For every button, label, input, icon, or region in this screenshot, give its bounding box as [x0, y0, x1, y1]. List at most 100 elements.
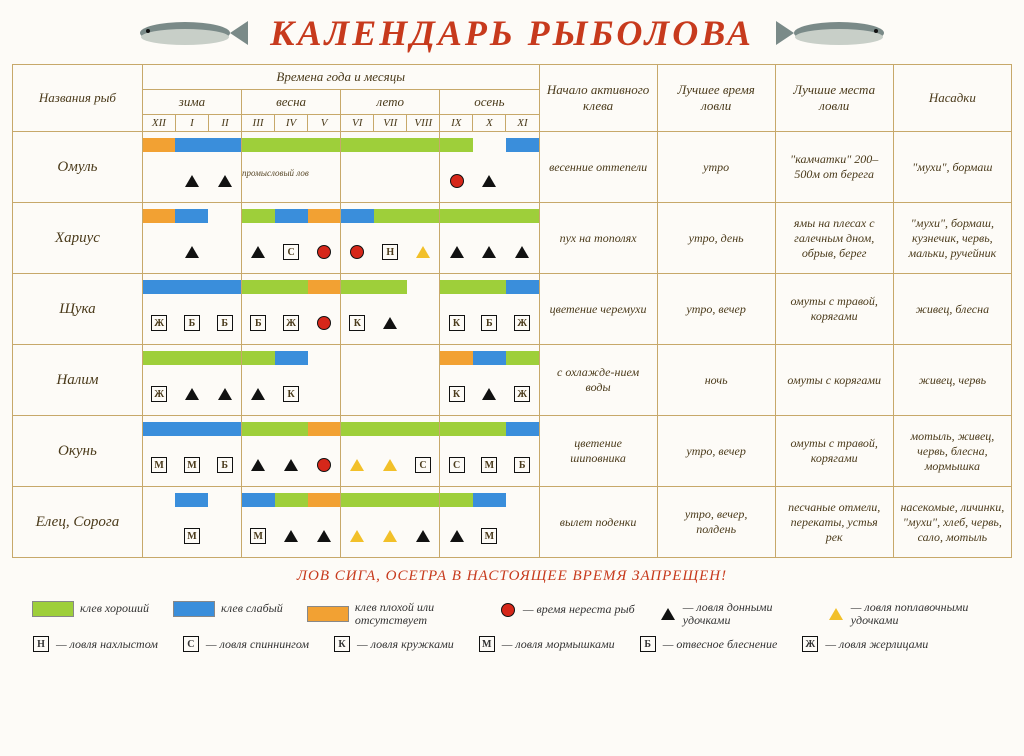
legend-label: — ловля кружками: [357, 638, 454, 651]
month-cell: [407, 203, 440, 274]
season-spring: весна: [242, 90, 341, 115]
month-cell: [175, 203, 208, 274]
activity-bar: [374, 209, 407, 223]
month-cell: Б: [208, 416, 241, 487]
swatch-icon: [307, 606, 349, 622]
legend-swatch: клев хороший: [32, 601, 149, 617]
month-cell: [208, 203, 241, 274]
fish-row: ЩукаЖБББЖККБЖцветение черемухиутро, вече…: [13, 274, 1012, 345]
fishing-calendar-table: Названия рыбВремена года и месяцыНачало …: [12, 64, 1012, 558]
month-cell: Б: [208, 274, 241, 345]
month-cell: [407, 487, 440, 558]
month-cell: Ж: [142, 345, 175, 416]
fish-name: Щука: [13, 274, 143, 345]
month-cell: [308, 274, 341, 345]
activity-bar: [175, 493, 208, 507]
month-X: X: [473, 115, 506, 132]
letter-box-Б: Б: [183, 314, 201, 332]
activity-bar: [308, 493, 341, 507]
letter-box-Н: Н: [381, 243, 399, 261]
month-cell: М: [175, 416, 208, 487]
letter-box-С: С: [448, 456, 466, 474]
triangle-black-icon: [282, 456, 300, 474]
activity-bar: [440, 209, 473, 223]
month-cell: К: [440, 274, 473, 345]
month-cell: К: [341, 274, 374, 345]
activity-bar: [175, 138, 208, 152]
month-cell: [473, 203, 506, 274]
activity-bar: [143, 351, 176, 365]
legend-symbol: М— ловля мормышками: [478, 635, 615, 653]
triangle-black-icon: [480, 243, 498, 261]
letter-box-Б: Б: [513, 456, 531, 474]
letter-box-М: М: [150, 456, 168, 474]
activity-bar: [175, 280, 208, 294]
letter-box-М: М: [478, 635, 496, 653]
triangle-black-icon: [216, 172, 234, 190]
activity-bar: [341, 422, 374, 436]
activity-bar: [275, 280, 308, 294]
legend-symbol: — время нереста рыб: [499, 601, 635, 619]
letter-box-Б: Б: [639, 635, 657, 653]
activity-bar: [341, 280, 374, 294]
month-cell: Ж: [506, 345, 539, 416]
activity-bar: [143, 422, 176, 436]
month-cell: [175, 345, 208, 416]
month-cell: [407, 132, 440, 203]
legend-symbol: — ловля поплавочными удочками: [827, 601, 971, 627]
activity-bar: [473, 209, 506, 223]
triangle-yellow-icon: [827, 605, 845, 623]
circle-red-icon: [499, 601, 517, 619]
activity-bar: [374, 138, 407, 152]
month-cell: [308, 487, 341, 558]
activity-bar: [506, 351, 539, 365]
info-time: утро, вечер, полдень: [657, 487, 775, 558]
activity-bar: [407, 493, 440, 507]
month-III: III: [242, 115, 275, 132]
month-IX: IX: [440, 115, 473, 132]
season-winter: зима: [142, 90, 241, 115]
triangle-black-icon: [249, 456, 267, 474]
letter-box-Б: Б: [216, 456, 234, 474]
month-cell: Б: [506, 416, 539, 487]
month-cell: С: [407, 416, 440, 487]
month-cell: [374, 487, 407, 558]
triangle-yellow-icon: [381, 527, 399, 545]
activity-bar: [143, 138, 176, 152]
page-title: КАЛЕНДАРЬ РЫБОЛОВА: [270, 12, 754, 54]
activity-bar: [143, 209, 176, 223]
legend-label: — ловля нахлыстом: [56, 638, 158, 651]
activity-bar: [506, 422, 539, 436]
activity-bar: [275, 138, 308, 152]
triangle-black-icon: [448, 243, 466, 261]
activity-bar: [308, 138, 341, 152]
info-start: с охлажде-нием воды: [539, 345, 657, 416]
month-VIII: VIII: [407, 115, 440, 132]
triangle-black-icon: [282, 527, 300, 545]
letter-box-Ж: Ж: [513, 385, 531, 403]
month-XII: XII: [142, 115, 175, 132]
info-time: ночь: [657, 345, 775, 416]
month-cell: Б: [175, 274, 208, 345]
month-cell: [374, 274, 407, 345]
col-time: Лучшее время ловли: [657, 65, 775, 132]
legend-symbol: К— ловля кружками: [333, 635, 454, 653]
month-VI: VI: [341, 115, 374, 132]
month-cell: М: [175, 487, 208, 558]
info-time: утро, вечер: [657, 416, 775, 487]
month-IV: IV: [275, 115, 308, 132]
info-start: вылет поденки: [539, 487, 657, 558]
month-cell: Ж: [506, 274, 539, 345]
col-fish-names: Названия рыб: [13, 65, 143, 132]
circle-red-icon: [448, 172, 466, 190]
activity-bar: [275, 351, 308, 365]
letter-box-М: М: [480, 527, 498, 545]
info-bait: живец, червь: [893, 345, 1011, 416]
month-cell: Б: [242, 274, 275, 345]
month-cell: [142, 203, 175, 274]
month-cell: [440, 203, 473, 274]
activity-bar: [242, 138, 275, 152]
activity-bar: [208, 422, 241, 436]
letter-box-К: К: [348, 314, 366, 332]
month-cell: Б: [473, 274, 506, 345]
